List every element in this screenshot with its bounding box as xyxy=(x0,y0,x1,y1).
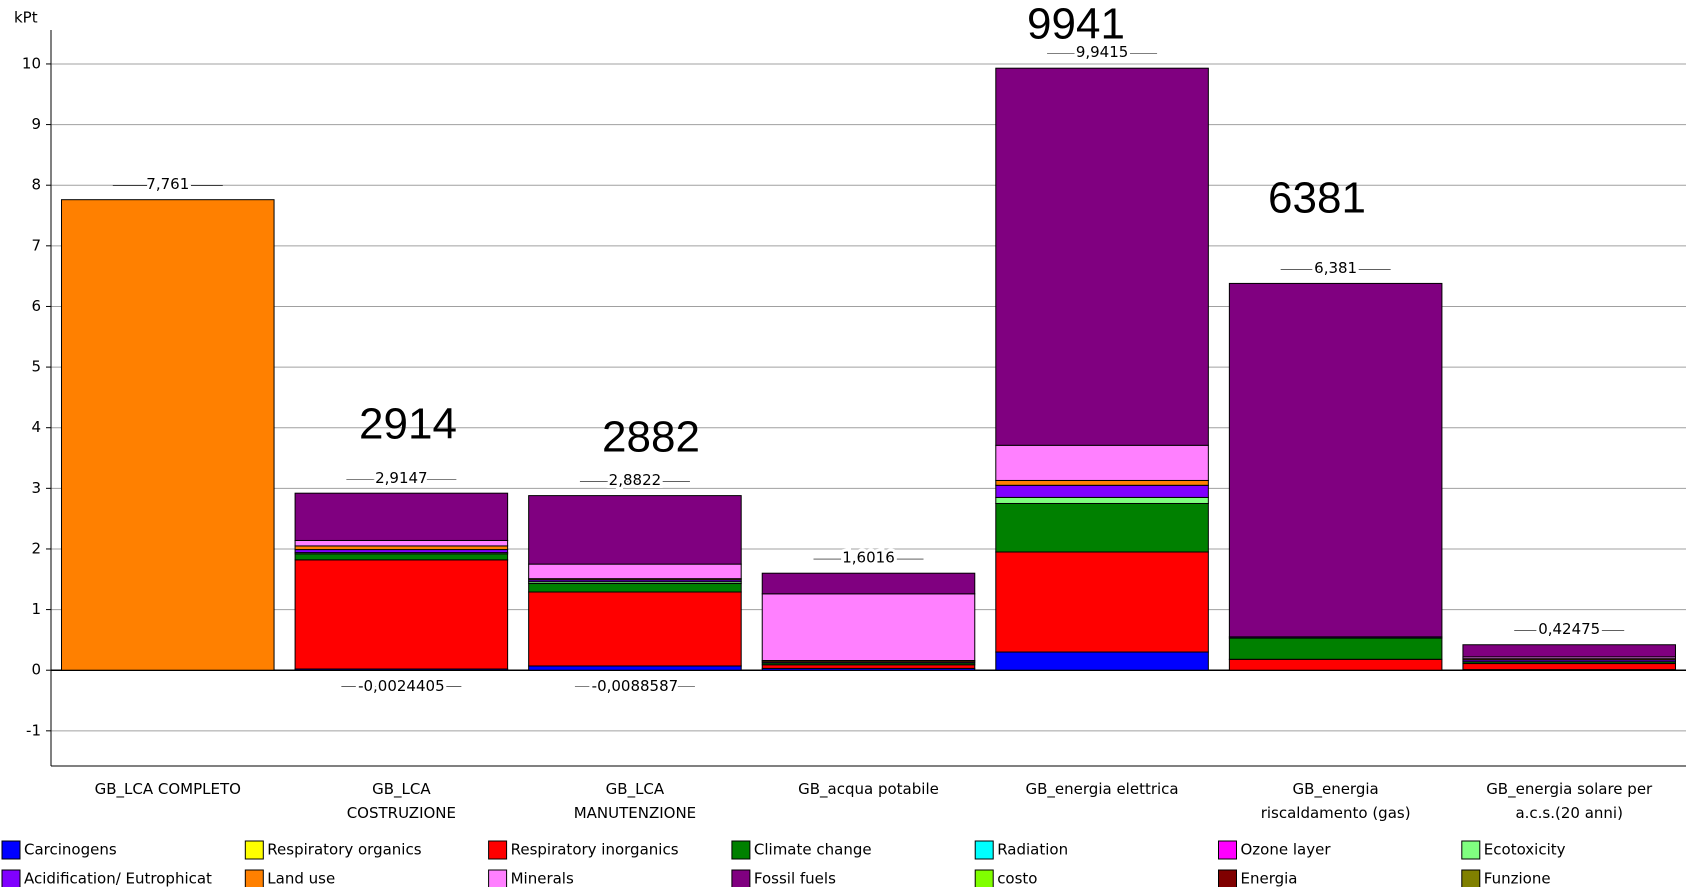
bar-segment xyxy=(1228,637,1443,660)
legend-swatch xyxy=(1218,869,1237,887)
legend-label: Land use xyxy=(267,870,335,887)
legend-label: Respiratory inorganics xyxy=(511,841,679,859)
bar-segment xyxy=(995,496,1209,504)
x-tick-label: GB_LCA COSTRUZIONE xyxy=(347,780,456,822)
legend-swatch xyxy=(1218,840,1237,860)
bar-segment xyxy=(995,551,1209,653)
legend-swatch xyxy=(731,840,751,860)
legend-label: costo xyxy=(997,870,1037,887)
legend-label: Climate change xyxy=(754,841,872,859)
total-label: 7,761 xyxy=(146,175,189,193)
bar-segment xyxy=(528,563,742,580)
y-tick-label: 1 xyxy=(31,600,41,618)
total-label: 0,42475 xyxy=(1538,620,1600,638)
x-tick-label: GB_LCA COMPLETO xyxy=(95,780,241,799)
annotation: 2914 xyxy=(359,400,457,449)
bar-segment xyxy=(995,444,1209,481)
bar-segment xyxy=(761,664,976,669)
y-axis-label: kPt xyxy=(14,9,38,27)
total-label: 6,381 xyxy=(1314,259,1357,277)
y-tick-label: -1 xyxy=(26,721,41,739)
y-tick-label: 0 xyxy=(31,661,41,679)
annotation: 2882 xyxy=(602,413,700,462)
annotation: 9941 xyxy=(1027,0,1125,49)
legend-swatch xyxy=(1,869,21,887)
bar-segment xyxy=(761,593,976,662)
bar-segment xyxy=(528,665,742,671)
legend-label: Radiation xyxy=(997,841,1068,859)
y-tick-label: 2 xyxy=(31,539,41,557)
y-tick-label: 8 xyxy=(31,176,41,194)
legend-swatch xyxy=(1,840,21,860)
y-tick-label: 5 xyxy=(31,358,41,376)
bar-segment xyxy=(528,495,742,565)
legend-label: Energia xyxy=(1241,870,1298,887)
total-label: 1,6016 xyxy=(842,549,895,567)
y-tick-label: 9 xyxy=(31,115,41,133)
bar-segment xyxy=(995,67,1209,446)
legend-swatch xyxy=(488,869,508,887)
bar-segment xyxy=(761,572,976,595)
total-label: 9,9415 xyxy=(1076,43,1129,61)
bar-segment xyxy=(528,583,742,593)
legend-label: Ozone layer xyxy=(1241,841,1332,859)
legend-swatch xyxy=(488,840,508,860)
x-tick-label: GB_energia solare per a.c.s.(20 anni) xyxy=(1486,780,1653,822)
x-tick-label: GB_energia elettrica xyxy=(1026,780,1179,799)
bar-segment xyxy=(1462,663,1676,671)
bar-segment xyxy=(995,484,1209,498)
bar-segment xyxy=(294,545,509,551)
total-label: 2,8822 xyxy=(609,471,662,489)
y-tick-label: 10 xyxy=(22,54,41,72)
bar-segment xyxy=(294,559,509,670)
minimum-label: -0,0088587 xyxy=(592,677,679,695)
bar-segment xyxy=(1228,658,1443,671)
bar-segment xyxy=(1228,282,1443,638)
legend-swatch xyxy=(244,869,264,887)
y-tick-label: 6 xyxy=(31,297,41,315)
legend-label: Fossil fuels xyxy=(754,870,836,887)
y-tick-label: 3 xyxy=(31,479,41,497)
bar-segment xyxy=(995,479,1209,486)
legend-label: Respiratory organics xyxy=(267,841,421,859)
y-tick-label: 4 xyxy=(31,418,41,436)
bar-segment xyxy=(294,539,509,547)
bar-segment xyxy=(294,492,509,541)
bar-segment xyxy=(528,591,742,667)
legend-label: Carcinogens xyxy=(24,841,117,859)
legend-swatch xyxy=(974,840,994,860)
minimum-label: -0,0024405 xyxy=(358,677,445,695)
total-label: 2,9147 xyxy=(375,469,428,487)
bar-segment xyxy=(294,553,509,561)
legend-swatch xyxy=(974,869,994,887)
legend-swatch xyxy=(731,869,751,887)
legend-swatch xyxy=(1461,869,1481,887)
legend-label: Ecotoxicity xyxy=(1484,841,1566,859)
legend-label: Minerals xyxy=(511,870,574,887)
x-tick-label: GB_LCA MANUTENZIONE xyxy=(574,780,696,822)
bar-segment xyxy=(1462,644,1676,658)
legend-swatch xyxy=(244,840,264,860)
legend-label: Acidification/ Eutrophicat xyxy=(24,870,212,887)
y-tick-label: 7 xyxy=(31,236,41,254)
x-tick-label: GB_energia riscaldamento (gas) xyxy=(1261,780,1411,822)
legend-swatch xyxy=(1461,840,1481,860)
bar-segment xyxy=(61,199,275,671)
bar-segment xyxy=(995,502,1209,553)
legend-label: Funzione xyxy=(1484,870,1551,887)
bar-segment xyxy=(995,651,1209,671)
x-tick-label: GB_acqua potabile xyxy=(798,780,939,799)
annotation: 6381 xyxy=(1268,174,1366,223)
